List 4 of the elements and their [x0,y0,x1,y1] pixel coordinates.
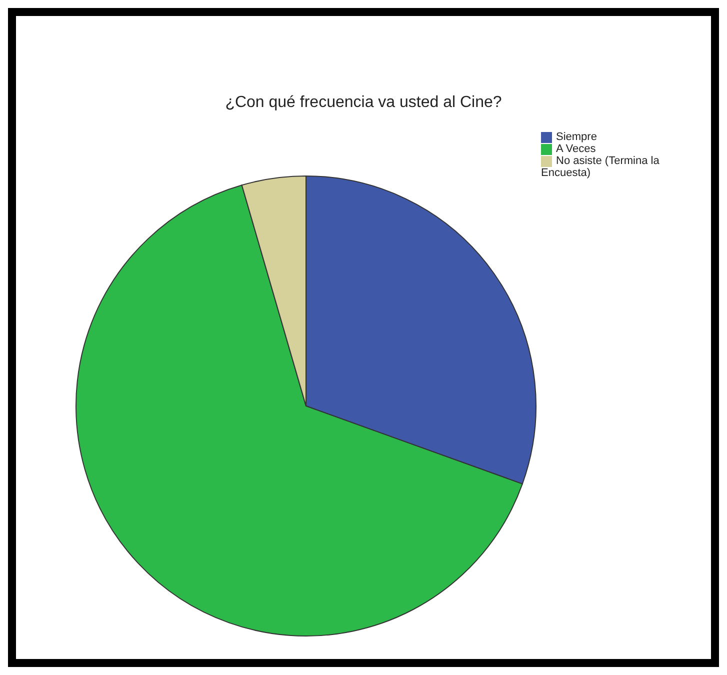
chart-title: ¿Con qué frecuencia va usted al Cine? [224,94,503,112]
legend-label: Siempre [556,131,597,143]
legend-label: No asiste (Termina la Encuesta) [541,155,660,179]
legend-label: A Veces [556,143,596,155]
